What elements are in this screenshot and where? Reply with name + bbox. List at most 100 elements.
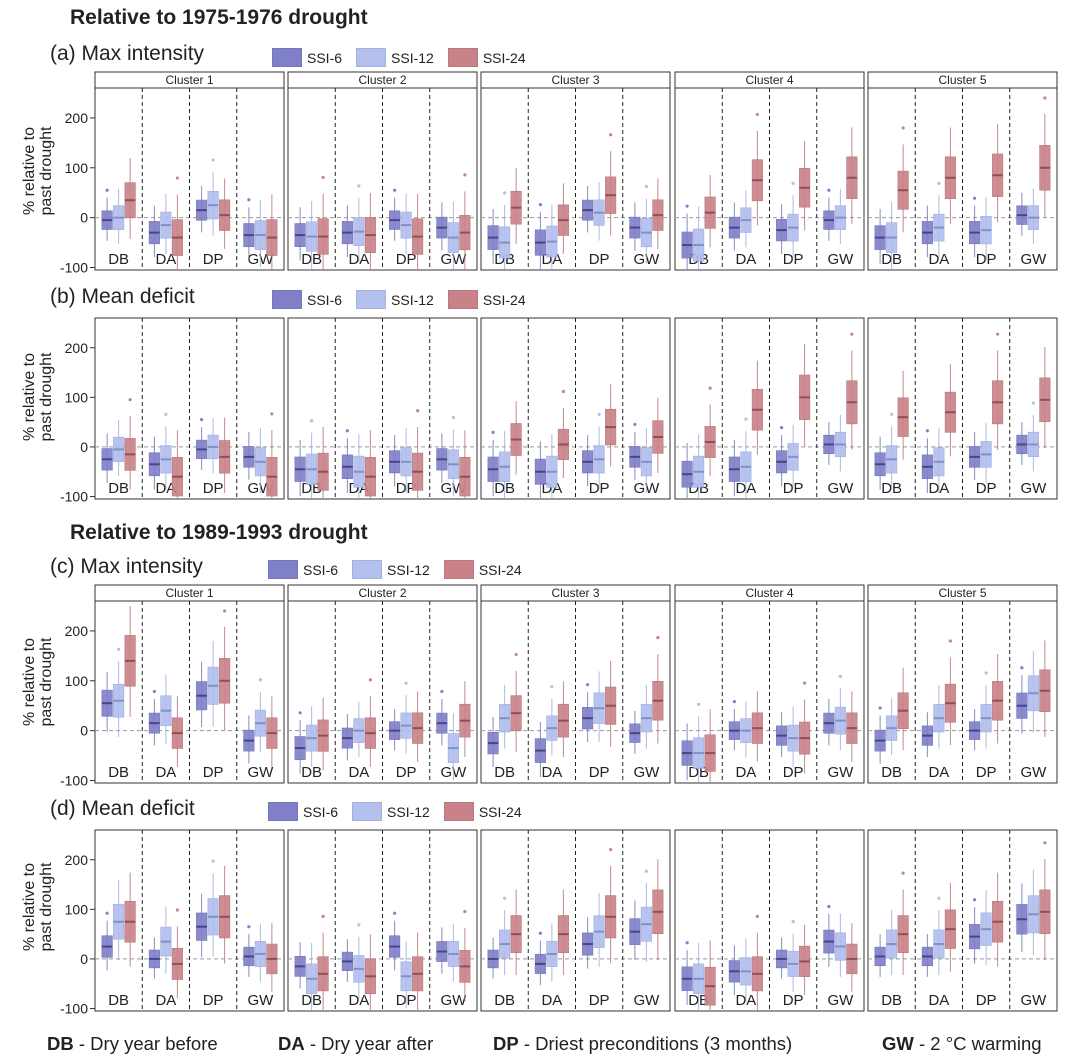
outlier-point xyxy=(685,204,689,208)
outlier-point xyxy=(708,386,712,390)
legend-label: SSI-24 xyxy=(482,291,526,308)
footer-text: - 2 °C warming xyxy=(913,1033,1042,1054)
outlier-point xyxy=(211,158,215,162)
outlier-point xyxy=(561,389,565,394)
outlier-point xyxy=(404,681,408,685)
y-tick-label: -100 xyxy=(60,260,88,276)
y-tick-label: 100 xyxy=(65,160,89,176)
category-label: GW xyxy=(633,992,660,1009)
legend-label: SSI-24 xyxy=(482,49,526,66)
category-label: DP xyxy=(589,764,610,781)
category-label: DP xyxy=(396,764,417,781)
outlier-point xyxy=(609,847,613,852)
outlier-point xyxy=(890,412,894,417)
y-tick-label: 0 xyxy=(80,951,88,967)
category-label: DB xyxy=(881,764,902,781)
outlier-point xyxy=(996,332,1000,336)
category-label: DP xyxy=(589,251,610,268)
legend-label: SSI-24 xyxy=(478,561,522,578)
category-label: DP xyxy=(396,251,417,268)
outlier-point xyxy=(258,678,262,682)
category-label: DA xyxy=(735,764,756,781)
outlier-point xyxy=(755,914,759,918)
outlier-point xyxy=(175,176,179,180)
footer-text: - Driest preconditions (3 months) xyxy=(518,1033,793,1054)
outlier-point xyxy=(850,332,854,336)
legend-swatch xyxy=(272,290,302,309)
outlier-point xyxy=(732,700,736,704)
category-label: GW xyxy=(1020,480,1047,497)
category-label: DP xyxy=(203,251,224,268)
legend-swatch xyxy=(356,48,387,67)
category-label: DA xyxy=(928,764,949,781)
category-label: DA xyxy=(928,992,949,1009)
outlier-point xyxy=(105,911,109,915)
outlier-point xyxy=(357,184,361,188)
category-label: DP xyxy=(203,764,224,781)
outlier-point xyxy=(247,198,251,202)
category-label: DP xyxy=(783,480,804,497)
category-label: DB xyxy=(108,992,129,1009)
legend-item: SSI-6 xyxy=(272,48,342,67)
legend-label: SSI-6 xyxy=(307,49,343,66)
row-title-a: (a) Max intensity xyxy=(50,42,205,65)
outlier-point xyxy=(117,647,121,651)
outlier-point xyxy=(780,425,784,430)
cluster-label: Cluster 4 xyxy=(745,586,793,600)
legend-label: SSI-6 xyxy=(303,561,339,578)
outlier-point xyxy=(878,706,882,710)
outlier-point xyxy=(644,184,648,189)
legend-item: SSI-24 xyxy=(447,290,526,309)
y-tick-label: 200 xyxy=(65,852,89,868)
outlier-point xyxy=(791,181,795,185)
outlier-point xyxy=(211,859,215,863)
category-label: DP xyxy=(976,764,997,781)
outlier-point xyxy=(937,896,941,900)
category-label: GW xyxy=(827,251,854,268)
category-label: DP xyxy=(203,992,224,1009)
category-label: DP xyxy=(976,480,997,497)
legend-item: SSI-12 xyxy=(352,802,430,821)
y-tick-label: 100 xyxy=(65,389,89,405)
legend-label: SSI-12 xyxy=(391,49,434,66)
outlier-point xyxy=(838,674,842,678)
category-label: DB xyxy=(301,764,322,781)
outlier-point xyxy=(503,191,507,195)
outlier-point xyxy=(1043,841,1047,845)
category-label: DP xyxy=(783,764,804,781)
outlier-point xyxy=(538,202,542,207)
outlier-point xyxy=(644,869,648,873)
category-label: DA xyxy=(541,764,562,781)
category-label: DA xyxy=(348,992,369,1009)
outlier-point xyxy=(105,188,109,192)
y-tick-label: 200 xyxy=(65,110,89,126)
legend-swatch xyxy=(443,802,474,821)
footer-item-dp: DP - Driest preconditions (3 months) xyxy=(493,1033,792,1055)
outlier-point xyxy=(357,923,361,927)
cluster-label: Cluster 5 xyxy=(938,73,986,87)
footer-key: DP xyxy=(493,1033,519,1054)
outlier-point xyxy=(128,398,132,402)
legend-a: SSI-6 SSI-12 SSI-24 xyxy=(272,48,540,67)
outlier-point xyxy=(1043,96,1047,100)
category-label: GW xyxy=(1020,992,1047,1009)
y-tick-label: -100 xyxy=(60,773,88,789)
footer-item-gw: GW - 2 °C warming xyxy=(882,1033,1042,1055)
outlier-point xyxy=(1031,401,1035,405)
category-label: DB xyxy=(108,480,129,497)
outlier-point xyxy=(984,671,988,675)
footer-text: - Dry year before xyxy=(73,1033,218,1054)
category-label: DA xyxy=(735,251,756,268)
y-tick-label: 100 xyxy=(65,901,89,917)
outlier-point xyxy=(937,181,941,185)
outlier-point xyxy=(586,683,590,687)
category-label: DB xyxy=(494,992,515,1009)
category-label: DA xyxy=(155,992,176,1009)
outlier-point xyxy=(538,931,542,935)
y-tick-label: 200 xyxy=(65,623,89,639)
legend-item: SSI-24 xyxy=(443,802,522,821)
y-tick-label: 100 xyxy=(65,673,89,689)
legend-label: SSI-12 xyxy=(391,291,434,308)
row-title-b: (b) Mean deficit xyxy=(50,285,195,308)
outlier-point xyxy=(827,904,831,909)
